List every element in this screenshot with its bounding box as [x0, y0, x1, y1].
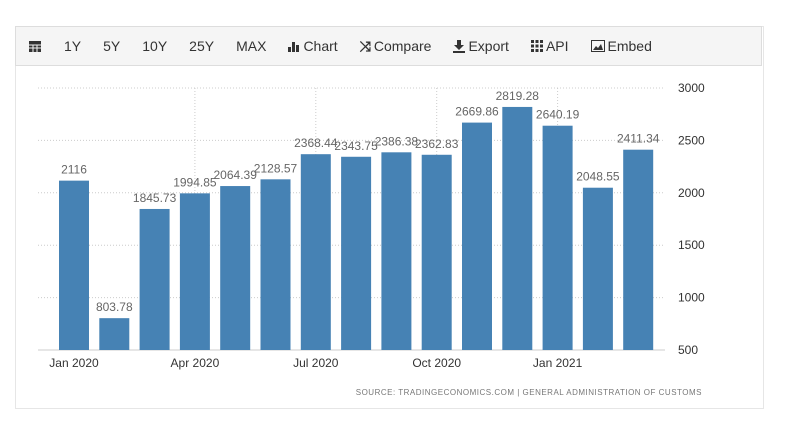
y-tick-label: 1500 — [678, 238, 705, 252]
data-label: 2064.39 — [214, 168, 258, 182]
range-10y-button[interactable]: 10Y — [142, 38, 168, 54]
bar — [179, 193, 210, 350]
range-25y-button[interactable]: 25Y — [189, 38, 215, 54]
bar — [139, 208, 170, 350]
data-label: 1845.73 — [133, 191, 177, 205]
bar — [623, 149, 654, 350]
data-label: 2343.75 — [334, 139, 378, 153]
bar — [381, 152, 412, 350]
chart-button[interactable]: Chart — [288, 38, 338, 54]
bar — [502, 106, 533, 350]
x-tick-label: Jul 2020 — [293, 356, 339, 370]
data-label: 2669.86 — [455, 105, 499, 119]
bar — [99, 318, 130, 350]
data-label: 2819.28 — [496, 89, 540, 103]
data-label: 2368.44 — [294, 136, 338, 150]
embed-button[interactable]: Embed — [590, 38, 652, 54]
bar — [300, 154, 331, 350]
x-tick-label: Oct 2020 — [412, 356, 461, 370]
x-tick-label: Jan 2021 — [533, 356, 583, 370]
y-tick-label: 2500 — [678, 133, 705, 147]
bar — [220, 186, 251, 350]
bar — [462, 122, 492, 351]
x-tick-label: Jan 2020 — [49, 356, 99, 370]
x-tick-label: Apr 2020 — [171, 356, 220, 370]
shuffle-icon: ⤨ — [359, 37, 371, 54]
chart-label: Chart — [303, 38, 338, 54]
compare-label: Compare — [373, 38, 432, 54]
y-tick-label: 3000 — [678, 81, 705, 95]
range-1y-button[interactable]: 1Y — [64, 38, 82, 54]
data-label: 2411.34 — [617, 132, 660, 146]
source-note: SOURCE: TRADINGECONOMICS.COM | GENERAL A… — [355, 388, 702, 397]
data-label: 803.78 — [96, 300, 133, 314]
data-label: 2048.55 — [576, 170, 620, 184]
range-5y-button[interactable]: 5Y — [103, 38, 121, 54]
bar — [421, 154, 452, 350]
calendar-button[interactable] — [28, 39, 42, 53]
calendar-icon — [29, 41, 41, 52]
data-label: 2116 — [61, 163, 87, 177]
api-button[interactable]: API — [530, 38, 569, 54]
range-max-button[interactable]: MAX — [236, 38, 267, 54]
export-button[interactable]: Export — [453, 38, 509, 54]
y-tick-label: 2000 — [678, 186, 705, 200]
compare-button[interactable]: ⤨ Compare — [360, 38, 432, 55]
bar — [582, 187, 613, 350]
data-label: 2386.38 — [375, 134, 419, 148]
bar — [59, 180, 89, 350]
download-icon — [453, 39, 466, 53]
data-label: 2640.19 — [536, 108, 580, 122]
bar — [260, 179, 291, 350]
y-tick-label: 1000 — [678, 291, 705, 305]
bar — [341, 156, 372, 350]
toolbar: 1Y 5Y 10Y 25Y MAX Chart ⤨ Compare Export … — [15, 26, 762, 66]
bar-chart-icon — [288, 42, 300, 52]
data-label: 1994.85 — [173, 175, 217, 189]
image-icon — [590, 40, 605, 52]
api-label: API — [545, 38, 569, 54]
data-label: 2362.83 — [415, 137, 459, 151]
data-label: 2128.57 — [254, 161, 298, 175]
grid-icon — [530, 40, 543, 52]
bar — [542, 125, 573, 350]
export-label: Export — [468, 38, 509, 54]
y-tick-label: 500 — [678, 343, 698, 357]
embed-label: Embed — [607, 38, 652, 54]
